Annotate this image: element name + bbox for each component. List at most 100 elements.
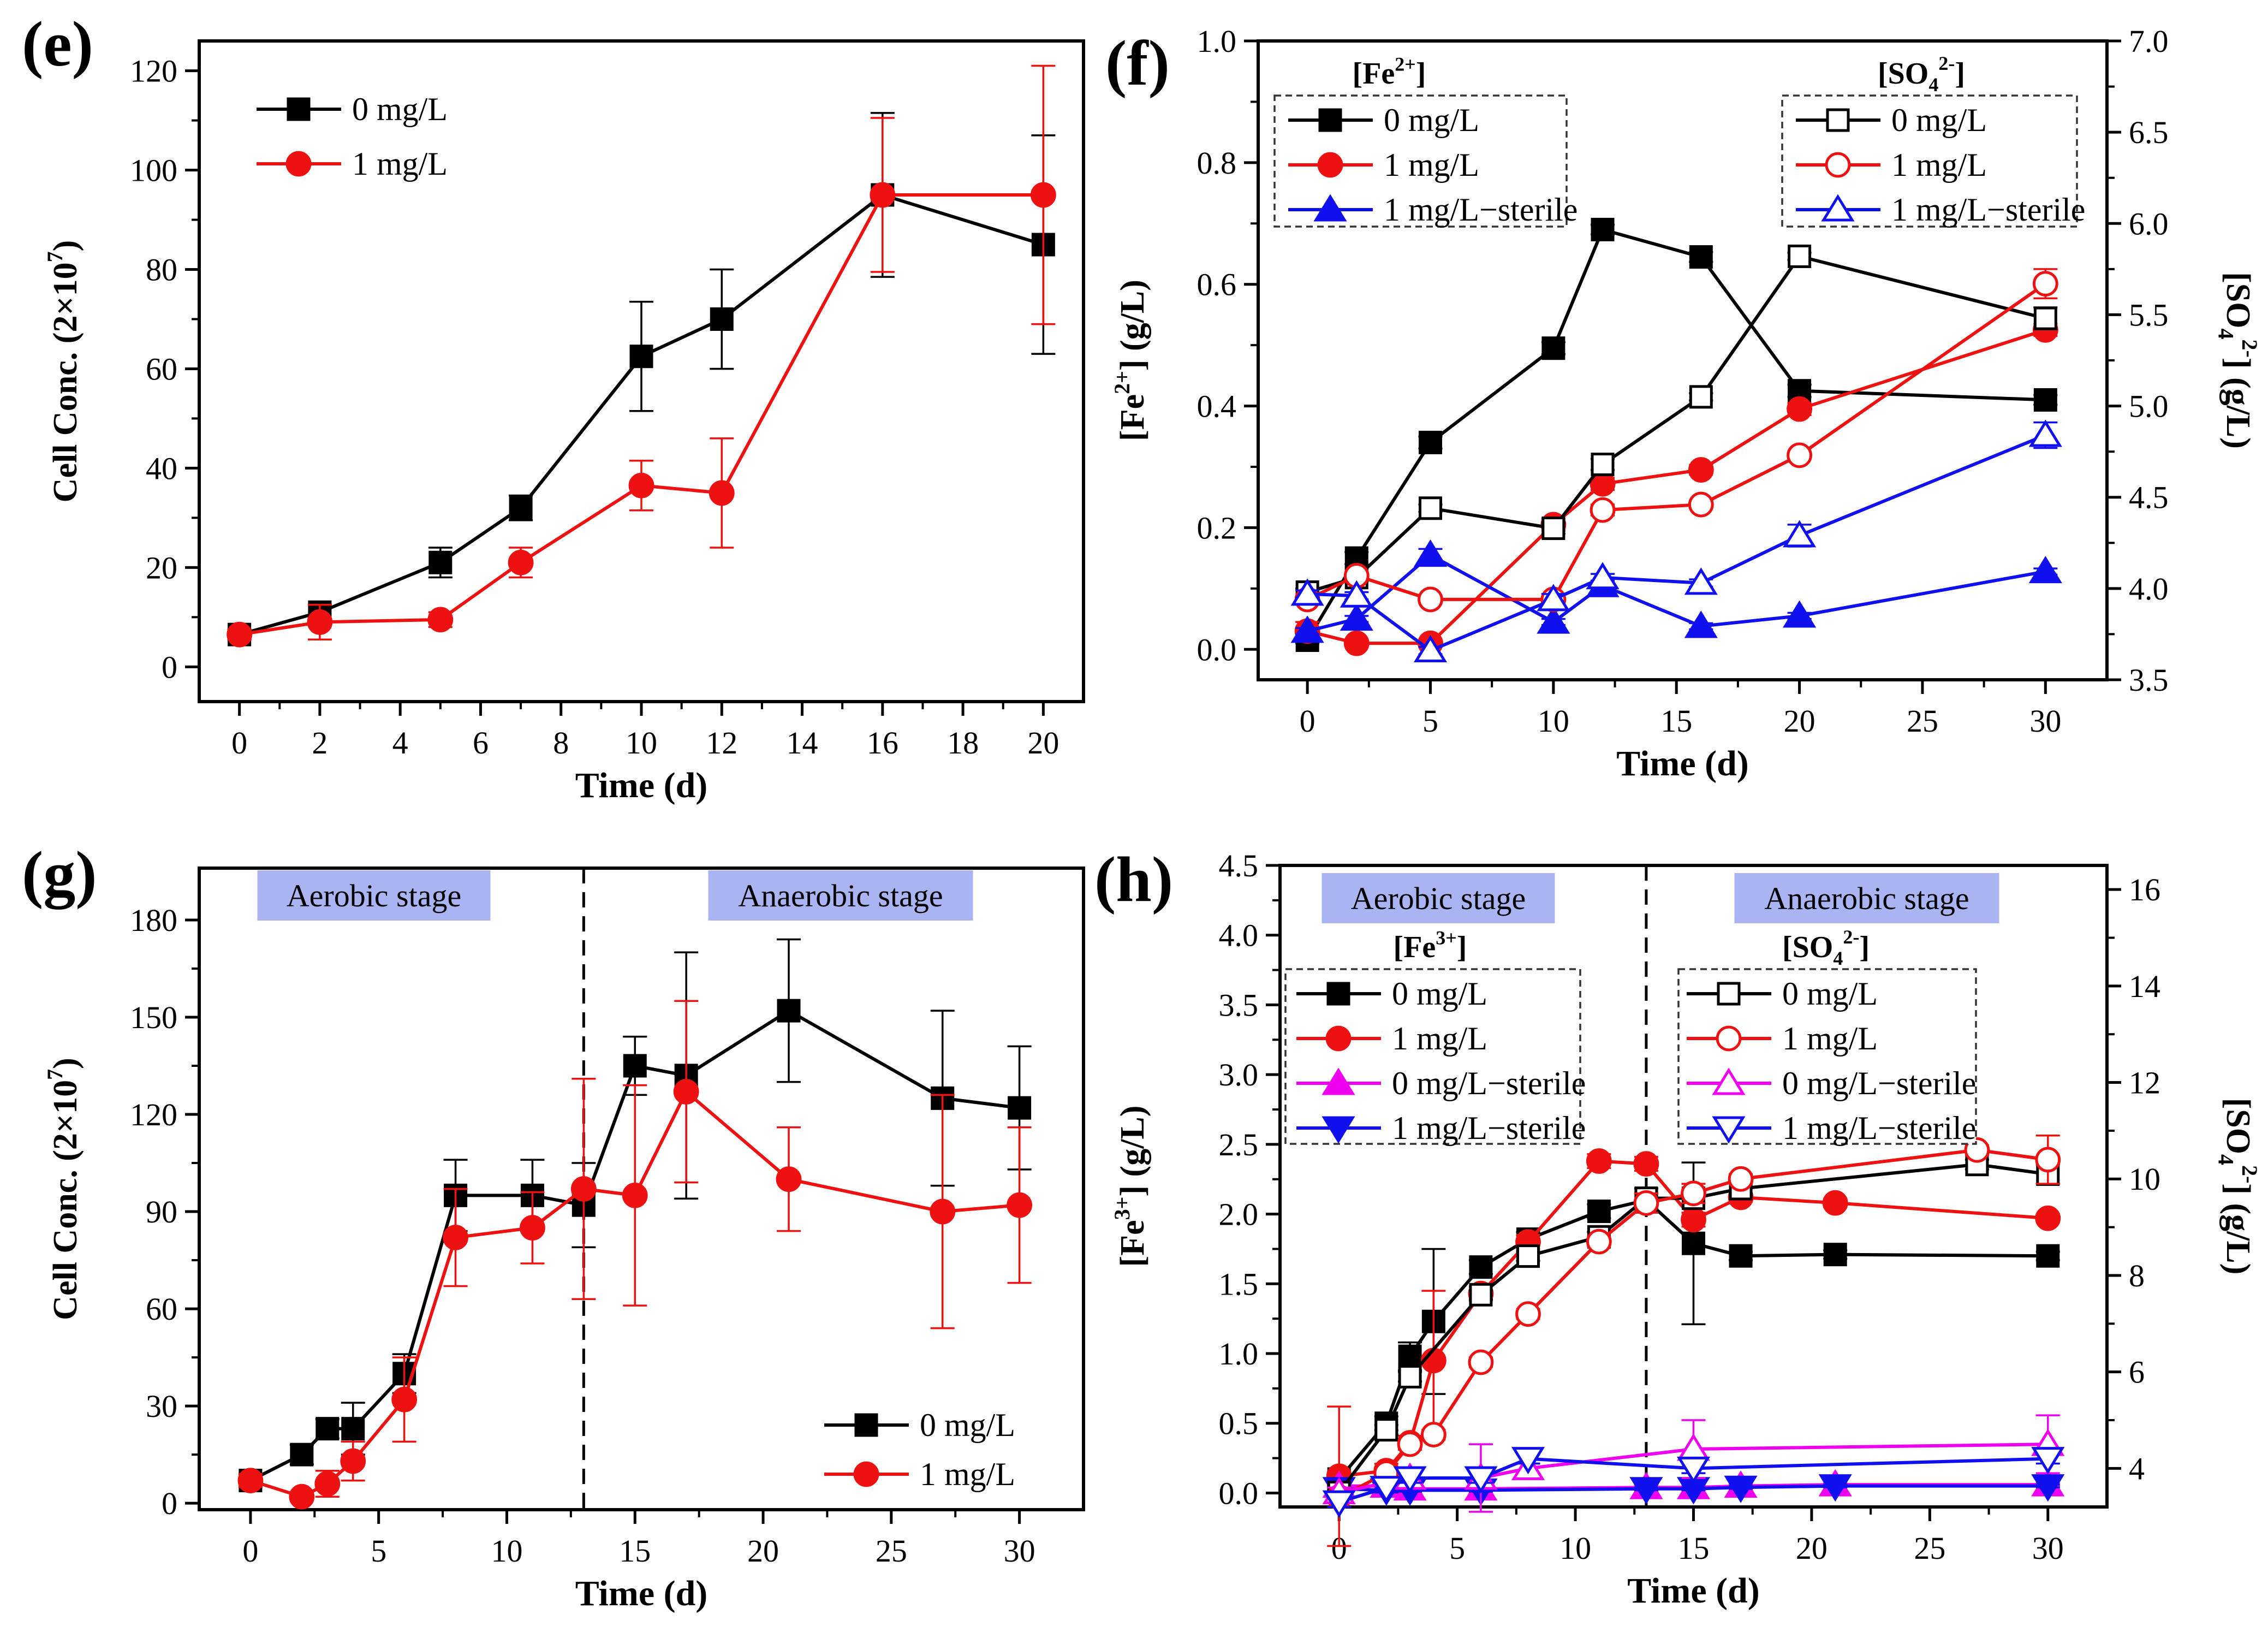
series-point	[710, 307, 734, 331]
right-series-point	[1397, 1431, 1423, 1457]
series-point	[227, 621, 253, 648]
y-tick-label: 0.2	[1197, 510, 1237, 545]
series-point	[1008, 1096, 1032, 1120]
x-tick-label: 5	[1449, 1530, 1465, 1566]
x-tick-label: 4	[392, 725, 408, 761]
x-tick-label: 10	[1538, 703, 1569, 739]
aerobic-stage-label: Aerobic stage	[1351, 881, 1526, 916]
right-series-point	[1586, 1228, 1612, 1255]
y-right-tick-label: 3.5	[2129, 662, 2169, 698]
y-tick-label: 150	[130, 1000, 177, 1035]
y-axis-label: Cell Conc. (2×107)	[43, 240, 84, 503]
left-series-point	[2033, 388, 2057, 412]
legend-marker	[1321, 1116, 1355, 1144]
y-right-tick-label: 4	[2129, 1451, 2145, 1486]
legend-marker	[1825, 152, 1851, 178]
y-tick-label: 2.0	[1219, 1197, 1259, 1232]
y-tick-label: 3.0	[1219, 1057, 1259, 1093]
left-series-point	[1413, 539, 1448, 567]
series-point	[289, 1483, 315, 1510]
y-tick-label: 0.8	[1197, 145, 1237, 181]
right-series-point	[1633, 1190, 1659, 1216]
legend-marker	[1712, 1067, 1746, 1095]
legend-title: [SO42-]	[1782, 926, 1870, 969]
series-point	[1007, 1192, 1033, 1218]
right-series-point	[1586, 562, 1620, 590]
series-line-0-mg-L	[239, 193, 1044, 637]
x-tick-label: 10	[1559, 1530, 1591, 1566]
series-point	[870, 182, 896, 208]
panel-label: (e)	[22, 8, 93, 80]
y-right-tick-label: 4.0	[2129, 571, 2169, 607]
x-tick-label: 10	[491, 1533, 522, 1569]
legend: [Fe2+] 0 mg/L 1 mg/L 1 mg/L−sterile	[1273, 53, 1578, 228]
right-series-point	[1964, 1137, 1990, 1163]
x-axis-label: Time (d)	[1627, 1571, 1760, 1611]
legend-entry: 1 mg/L−sterile	[1384, 192, 1578, 228]
x-tick-label: 15	[1678, 1530, 1710, 1566]
right-series-point	[1370, 1476, 1403, 1504]
right-series-point	[2032, 271, 2058, 296]
legend-entry: 0 mg/L	[1782, 976, 1878, 1012]
right-series-point	[1374, 1418, 1398, 1442]
y-right-tick-label: 7.0	[2129, 23, 2169, 59]
right-series-point	[1591, 453, 1615, 477]
x-tick-label: 30	[2029, 703, 2061, 739]
right-series-line-1-mg-L	[1306, 282, 2047, 601]
left-series-point	[1419, 430, 1443, 454]
plot-frame	[198, 866, 1085, 1511]
y-tick-label: 0.5	[1219, 1406, 1259, 1441]
right-series-point	[1290, 578, 1324, 606]
y-tick-label: 80	[146, 252, 177, 287]
right-series-point	[1464, 1466, 1498, 1494]
left-series-line-1-mg-L-sterile	[1307, 553, 2046, 633]
y-tick-label: 120	[130, 54, 177, 89]
left-series-point	[1586, 1148, 1612, 1174]
x-tick-label: 18	[947, 725, 979, 761]
right-series-point	[1469, 1283, 1493, 1307]
legend: [SO42-] 0 mg/L 1 mg/L 0 mg/L−sterile 1 mg/L−…	[1677, 926, 1977, 1146]
y-tick-label: 20	[146, 550, 177, 585]
right-series-point	[1689, 385, 1713, 409]
legend-entry: 1 mg/L	[1782, 1020, 1878, 1057]
anaerobic-stage-label: Anaerobic stage	[1764, 881, 1969, 916]
left-series-point	[1290, 615, 1324, 643]
left-series-point	[1724, 1475, 1758, 1503]
series-point	[237, 1468, 264, 1493]
left-series-point	[1788, 379, 1812, 403]
series-point	[428, 550, 453, 574]
legend-marker	[1313, 194, 1347, 222]
legend-entry: 1 mg/L	[352, 146, 448, 182]
series-point	[443, 1225, 468, 1250]
legend-entry: 0 mg/L−sterile	[1392, 1065, 1586, 1101]
y-right-tick-label: 14	[2129, 969, 2160, 1004]
left-series-point	[1587, 1199, 1611, 1223]
y-tick-label: 60	[146, 351, 177, 387]
series-point	[520, 1215, 545, 1241]
x-tick-label: 20	[1784, 703, 1815, 739]
legend-marker	[1325, 1025, 1352, 1052]
right-series-point	[2035, 1147, 2061, 1173]
legend-title: [SO42-]	[1878, 52, 1965, 96]
right-series-line-0-mg-L	[1307, 254, 2046, 594]
y-tick-label: 100	[130, 153, 177, 188]
legend-marker	[1317, 152, 1343, 178]
y-tick-label: 4.0	[1219, 918, 1259, 953]
legend-entry: 1 mg/L−sterile	[1392, 1110, 1586, 1146]
legend-marker	[1821, 194, 1855, 222]
left-series-point	[1591, 217, 1615, 241]
left-series-point	[1343, 630, 1370, 656]
legend-marker	[1712, 1116, 1746, 1144]
legend-marker	[1318, 108, 1342, 132]
left-series-point	[1684, 610, 1718, 638]
aerobic-stage-box	[257, 870, 491, 921]
panel-h: (h)0 5 10 15 20 25 300.00.51.01.52.02.53.03.54…	[1094, 844, 2262, 1611]
right-series-point	[1418, 586, 1443, 613]
x-tick-label: 20	[747, 1533, 779, 1569]
series-point	[930, 1198, 956, 1225]
legend-entry: 1 mg/L−sterile	[1891, 192, 2085, 228]
x-tick-label: 14	[787, 725, 818, 761]
panel-label: (g)	[22, 838, 97, 910]
x-tick-label: 2	[312, 725, 328, 761]
y-tick-label: 0.0	[1219, 1475, 1259, 1511]
